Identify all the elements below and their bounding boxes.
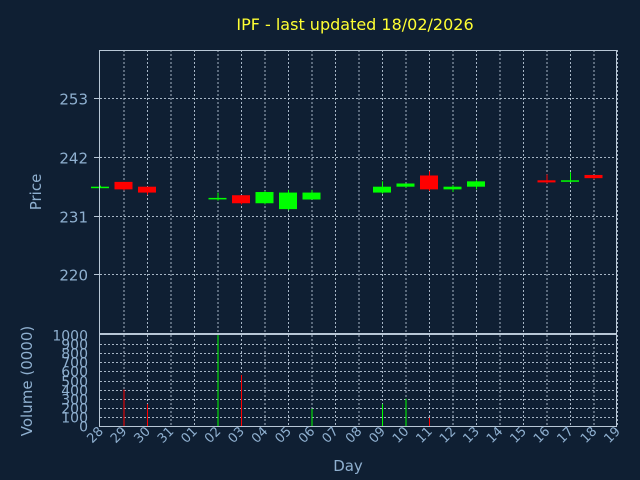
volume-tick-label: 600 xyxy=(61,365,88,381)
volume-bar-09 xyxy=(382,404,383,426)
candle-04 xyxy=(255,190,274,205)
candle-body xyxy=(114,181,133,190)
candle-body xyxy=(420,175,438,190)
x-tick-label: 12 xyxy=(437,424,459,446)
volume-bar-02 xyxy=(217,335,219,426)
volume-bars xyxy=(123,335,430,426)
price-tick-label: 253 xyxy=(59,91,88,109)
volume-tick-label: 500 xyxy=(61,375,88,391)
price-axis-label: Price xyxy=(27,174,45,211)
x-axis-ticks: 28 29 30 31 01 02 03 04 05 06 07 08 09 10 11 12 13 14 15 16… xyxy=(85,424,624,446)
volume-tick-label: 400 xyxy=(61,384,88,400)
price-panel: 220 231 242 253 Price xyxy=(27,50,618,334)
candle-body xyxy=(302,192,321,200)
candle-05 xyxy=(279,189,297,211)
volume-bar-30 xyxy=(147,404,148,426)
volume-bar-10 xyxy=(405,398,407,426)
x-tick-label: 10 xyxy=(390,424,412,446)
candle-body xyxy=(255,192,274,204)
x-tick-label: 19 xyxy=(602,424,624,446)
candle-body xyxy=(561,180,579,182)
candle-03 xyxy=(232,195,250,205)
candle-body xyxy=(467,181,485,187)
x-tick-label: 29 xyxy=(108,424,130,446)
candle-06 xyxy=(302,189,321,200)
volume-grid xyxy=(100,335,618,426)
x-tick-label: 08 xyxy=(343,424,365,446)
volume-tick-label: 900 xyxy=(61,338,88,354)
volume-tick-label: 300 xyxy=(61,393,88,409)
x-tick-label: 31 xyxy=(155,424,177,446)
volume-tick-label: 200 xyxy=(61,402,88,418)
x-tick-label: 02 xyxy=(202,424,224,446)
price-tick-label: 231 xyxy=(59,209,88,227)
volume-frame xyxy=(99,334,617,427)
x-tick-label: 17 xyxy=(555,424,577,446)
volume-tick-label: 0 xyxy=(79,420,88,436)
price-frame xyxy=(99,50,617,334)
candle-body xyxy=(396,183,415,187)
x-tick-label: 30 xyxy=(132,424,154,446)
candle-body xyxy=(279,192,297,210)
candle-11 xyxy=(420,171,438,191)
candle-13 xyxy=(467,180,485,190)
price-tick-label: 242 xyxy=(59,150,88,168)
x-tick-label: 03 xyxy=(226,424,248,446)
x-axis-label: Day xyxy=(333,457,363,475)
chart-title: IPF - last updated 18/02/2026 xyxy=(236,15,473,34)
x-tick-label: 01 xyxy=(179,424,201,446)
candlesticks xyxy=(91,171,603,211)
volume-tick-label: 700 xyxy=(61,356,88,372)
candle-10 xyxy=(396,183,415,188)
candle-16 xyxy=(537,174,556,184)
x-tick-label: 06 xyxy=(296,424,318,446)
volume-axis-label: Volume (0000) xyxy=(18,326,36,436)
candle-body xyxy=(443,186,462,190)
x-tick-label: 14 xyxy=(484,424,506,446)
candle-29 xyxy=(114,181,133,191)
candle-12 xyxy=(443,185,462,193)
candle-body xyxy=(373,186,391,193)
x-tick-label: 09 xyxy=(367,424,389,446)
candle-09 xyxy=(373,181,391,194)
volume-bar-11 xyxy=(429,417,430,426)
candle-body xyxy=(584,174,603,179)
x-tick-label: 07 xyxy=(320,424,342,446)
candle-body xyxy=(138,186,156,193)
volume-tick-label: 800 xyxy=(61,347,88,363)
x-tick-label: 13 xyxy=(461,424,483,446)
candle-body xyxy=(537,180,556,183)
candle-18 xyxy=(584,174,603,180)
x-tick-label: 18 xyxy=(578,424,600,446)
candle-30 xyxy=(138,186,156,195)
x-tick-label: 05 xyxy=(273,424,295,446)
volume-bar-06 xyxy=(311,408,313,426)
price-grid xyxy=(100,50,618,333)
x-tick-label: 15 xyxy=(508,424,530,446)
price-y-ticks: 220 231 242 253 xyxy=(59,91,100,285)
candle-02 xyxy=(208,192,227,201)
x-tick-label: 11 xyxy=(414,424,436,446)
candle-body xyxy=(208,197,227,200)
x-tick-label: 16 xyxy=(531,424,553,446)
volume-bar-03 xyxy=(241,375,242,426)
volume-tick-label: 100 xyxy=(61,411,88,427)
candle-body xyxy=(232,195,250,204)
volume-tick-label: 1000 xyxy=(52,329,88,345)
volume-bar-29 xyxy=(123,389,125,426)
candle-17 xyxy=(561,172,579,183)
x-tick-label: 04 xyxy=(249,424,271,446)
price-tick-label: 220 xyxy=(59,267,88,285)
